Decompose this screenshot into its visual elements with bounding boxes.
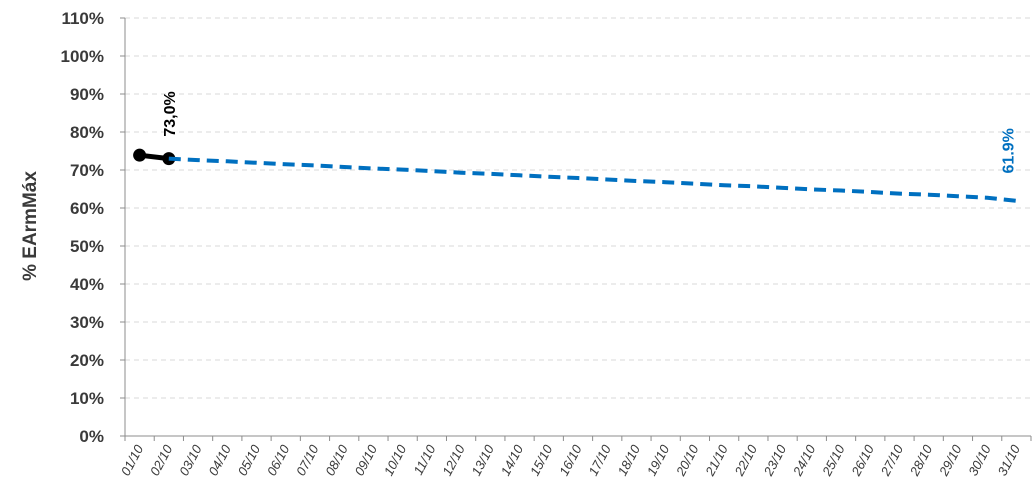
x-tick-label: 30/10 — [965, 442, 994, 478]
x-tick-label: 11/10 — [410, 442, 438, 478]
x-tick-label: 22/10 — [731, 442, 760, 479]
x-tick-label: 04/10 — [205, 442, 234, 478]
x-tick-label: 07/10 — [293, 442, 322, 478]
gridlines — [125, 17, 1031, 399]
data-labels: 73,0% 61.9% — [162, 91, 1018, 173]
x-tick-label: 01/10 — [118, 442, 147, 478]
forecast-series-line — [168, 156, 1017, 203]
y-tick-label: 0% — [79, 427, 104, 446]
y-axis-title: % EArmMáx — [20, 171, 41, 281]
y-tick-label: 40% — [70, 275, 104, 294]
x-axis-ticks: 01/10 02/10 03/10 04/10 05/10 06/10 07/10 08/10… — [118, 442, 1024, 479]
y-axis-ticks: 0% 10% 20% 30% 40% 50% 60% 70% 80% 90% 100% 110% — [61, 9, 104, 446]
x-tick-label: 24/10 — [789, 442, 818, 479]
x-tick-label: 05/10 — [235, 442, 264, 478]
x-tick-label: 18/10 — [615, 442, 644, 478]
y-tick-label: 80% — [70, 123, 104, 142]
x-tick-label: 10/10 — [381, 442, 410, 478]
x-tick-label: 02/10 — [147, 442, 176, 478]
x-tick-label: 14/10 — [498, 442, 527, 478]
x-tick-label: 23/10 — [760, 442, 789, 479]
y-tick-label: 100% — [61, 47, 104, 66]
y-tick-label: 10% — [70, 389, 104, 408]
x-tick-label: 27/10 — [877, 442, 906, 479]
x-tick-label: 25/10 — [819, 442, 848, 479]
x-tick-label: 06/10 — [264, 442, 293, 478]
y-tick-label: 50% — [70, 237, 104, 256]
x-tick-label: 08/10 — [322, 442, 351, 478]
x-tick-label: 16/10 — [556, 442, 585, 478]
x-tick-label: 31/10 — [995, 442, 1024, 478]
x-tick-label: 21/10 — [702, 442, 731, 479]
x-tick-label: 03/10 — [176, 442, 205, 478]
x-tick-label: 13/10 — [468, 442, 497, 478]
x-tick-label: 28/10 — [906, 442, 935, 479]
actual-end-label: 73,0% — [162, 91, 179, 136]
x-tick-label: 09/10 — [352, 442, 381, 478]
axes — [120, 17, 1032, 441]
x-tick-label: 29/10 — [936, 442, 965, 479]
x-tick-label: 15/10 — [527, 442, 556, 478]
y-tick-label: 20% — [70, 351, 104, 370]
x-tick-label: 19/10 — [644, 442, 673, 478]
x-tick-label: 20/10 — [673, 442, 702, 479]
series — [133, 148, 1017, 203]
y-tick-label: 70% — [70, 161, 104, 180]
y-tick-label: 90% — [70, 85, 104, 104]
x-tick-label: 17/10 — [585, 442, 614, 478]
y-tick-label: 60% — [70, 199, 104, 218]
y-tick-label: 110% — [61, 9, 104, 28]
forecast-end-label: 61.9% — [1000, 128, 1017, 173]
y-tick-label: 30% — [70, 313, 104, 332]
data-point — [133, 148, 147, 162]
x-tick-label: 26/10 — [848, 442, 877, 479]
x-tick-label: 12/10 — [439, 442, 468, 478]
